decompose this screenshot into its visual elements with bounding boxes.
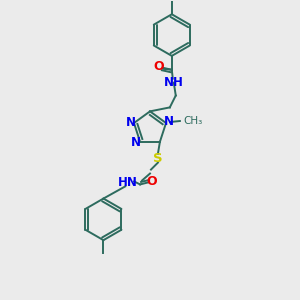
- Text: S: S: [153, 152, 163, 165]
- Text: O: O: [154, 60, 164, 73]
- Text: O: O: [147, 175, 157, 188]
- Text: NH: NH: [164, 76, 184, 89]
- Text: N: N: [164, 115, 174, 128]
- Text: CH₃: CH₃: [184, 116, 203, 126]
- Text: N: N: [131, 136, 141, 149]
- Text: HN: HN: [118, 176, 138, 189]
- Text: N: N: [126, 116, 136, 128]
